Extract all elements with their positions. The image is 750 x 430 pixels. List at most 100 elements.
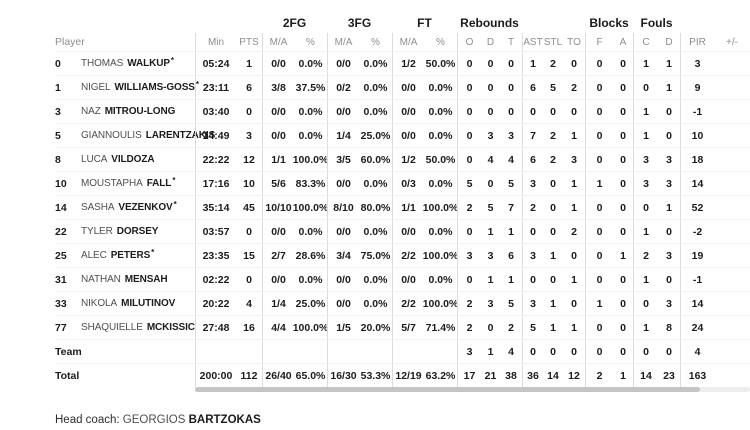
player-first-name: SASHA xyxy=(81,202,115,213)
stat-blk-f: 0 xyxy=(585,124,613,147)
player-row[interactable]: 33 NIKOLA MILUTINOV 20:22 4 1/4 25.0% 0/0 0.0% 2/… xyxy=(55,291,750,315)
hscrollbar-thumb[interactable] xyxy=(195,387,700,392)
stat-stl: 0 xyxy=(550,345,556,358)
stat-plus-minus xyxy=(714,52,750,75)
stat-pir: -1 xyxy=(680,268,714,291)
player-row[interactable]: 14 SASHA VEZENKOV * 35:14 45 10/10 100.0% 8/10 80… xyxy=(55,195,750,219)
stat-foul-d: 0 xyxy=(666,273,672,286)
stat-ft-ma: 2/2 xyxy=(392,292,424,315)
stat-foul-c: 0 xyxy=(633,76,658,99)
team-row: Team 3 1 4 0 0 0 0 0 0 0 4 xyxy=(55,339,750,363)
player-row[interactable]: 1 NIGEL WILLIAMS-GOSS * 23:11 6 3/8 37.5% 0/2 0.0… xyxy=(55,75,750,99)
stat-reb-d: 1 xyxy=(487,225,494,238)
stat-pts: 6 xyxy=(246,81,252,94)
stat-reb-o: 0 xyxy=(457,124,481,147)
stat-pir: 10 xyxy=(680,124,714,147)
stat-to: 1 xyxy=(571,321,577,334)
stat-reb-o: 0 xyxy=(457,52,481,75)
stat-reb-o: 0 xyxy=(457,100,481,123)
stat-3fg-pct: 20.0% xyxy=(360,321,391,334)
table-body: 0 THOMAS WALKUP * 05:24 1 0/0 0.0% 0/0 0.0% 1/2 50.… xyxy=(55,51,750,387)
stat-ft-pct: 0.0% xyxy=(428,105,453,118)
player-row[interactable]: 3 NAZ MITROU-LONG 03:40 0 0/0 0.0% 0/0 0.0% 0/0 0.… xyxy=(55,99,750,123)
stat-pts: 15 xyxy=(243,249,255,262)
hscrollbar-track[interactable] xyxy=(195,387,750,392)
stat-min: 17:16 xyxy=(195,172,236,195)
jersey-number: 33 xyxy=(55,297,67,310)
stat-foul-c: 1 xyxy=(633,220,658,243)
jersey-number: 10 xyxy=(55,177,67,190)
stat-ft-pct: 50.0% xyxy=(425,57,456,70)
player-row[interactable]: 31 NATHAN MENSAH 02:22 0 0/0 0.0% 0/0 0.0% 0/0 0.0… xyxy=(55,267,750,291)
stat-3fg-pct: 80.0% xyxy=(360,201,391,214)
stat-stl: 1 xyxy=(550,297,556,310)
stat-reb-t: 0 xyxy=(508,57,514,70)
stat-reb-d: 0 xyxy=(487,57,494,70)
stat-foul-d: 0 xyxy=(666,225,672,238)
group-header-3fg: 3FG xyxy=(347,16,372,30)
player-row[interactable]: 5 GIANNOULIS LARENTZAKIS 14:49 3 0/0 0.0% 1/4 25… xyxy=(55,123,750,147)
stat-blk-f: 0 xyxy=(585,244,613,267)
stat-ft-ma: 0/0 xyxy=(392,268,424,291)
stat-reb-d: 0 xyxy=(487,177,494,190)
stat-foul-c: 1 xyxy=(633,316,658,339)
stat-min: 35:14 xyxy=(195,196,236,219)
player-last-name: WILLIAMS-GOSS xyxy=(114,82,195,93)
player-row[interactable]: 8 LUCA VILDOZA 22:22 12 1/1 100.0% 3/5 60.0% 1/2 5… xyxy=(55,147,750,171)
player-last-name: MCKISSIC xyxy=(146,322,195,333)
stat-ft-ma: 1/2 xyxy=(392,148,424,171)
player-name-cell: 3 NAZ MITROU-LONG xyxy=(55,100,195,123)
col-header-ft-ma: M/A xyxy=(392,33,424,51)
stat-ft-pct xyxy=(424,340,457,363)
player-last-name: LARENTZAKIS xyxy=(145,130,216,141)
stat-stl: 1 xyxy=(550,321,556,334)
jersey-number: 1 xyxy=(55,81,61,94)
stat-stl: 0 xyxy=(550,177,556,190)
stat-3fg-ma: 0/0 xyxy=(327,172,359,195)
stat-3fg-pct: 0.0% xyxy=(363,81,388,94)
player-first-name: TYLER xyxy=(81,226,113,237)
player-row[interactable]: 10 MOUSTAPHA FALL * 17:16 10 5/6 83.3% 0/0 0.0% 0/… xyxy=(55,171,750,195)
jersey-number: 77 xyxy=(55,321,67,334)
stat-to: 1 xyxy=(571,177,577,190)
stat-2fg-ma: 3/8 xyxy=(262,76,294,99)
stat-3fg-pct: 0.0% xyxy=(363,105,388,118)
stat-blk-a: 0 xyxy=(620,81,626,94)
stat-blk-f: 0 xyxy=(585,148,613,171)
player-row[interactable]: 25 ALEC PETERS * 23:35 15 2/7 28.6% 3/4 75.0% 2/2 1… xyxy=(55,243,750,267)
stat-ast: 3 xyxy=(522,244,543,267)
stat-blk-f: 2 xyxy=(585,364,613,387)
starter-mark: * xyxy=(195,80,200,89)
stat-plus-minus xyxy=(714,196,750,219)
player-first-name: GIANNOULIS xyxy=(81,130,142,141)
player-row[interactable]: 22 TYLER DORSEY 03:57 0 0/0 0.0% 0/0 0.0% 0/0 0.0%… xyxy=(55,219,750,243)
player-row[interactable]: 0 THOMAS WALKUP * 05:24 1 0/0 0.0% 0/0 0.0% 1/2 50.… xyxy=(55,51,750,75)
stat-reb-d: 0 xyxy=(487,321,494,334)
stat-reb-t: 3 xyxy=(508,129,514,142)
stat-pir: 9 xyxy=(680,76,714,99)
stat-stl: 0 xyxy=(550,201,556,214)
starter-mark: * xyxy=(173,200,177,209)
stat-3fg-pct xyxy=(359,340,392,363)
player-name-cell: 31 NATHAN MENSAH xyxy=(55,268,195,291)
stat-min xyxy=(195,340,236,363)
stat-2fg-pct: 37.5% xyxy=(295,81,326,94)
stat-ast: 2 xyxy=(522,196,543,219)
player-last-name: DORSEY xyxy=(116,226,159,237)
jersey-number: 0 xyxy=(55,57,61,70)
stat-plus-minus xyxy=(714,340,750,363)
player-first-name: NIKOLA xyxy=(81,298,118,309)
stat-min: 23:11 xyxy=(195,76,236,99)
stat-reb-d: 0 xyxy=(487,105,494,118)
stat-2fg-pct: 100.0% xyxy=(292,153,329,166)
player-row[interactable]: 77 SHAQUIELLE MCKISSIC 27:48 16 4/4 100.0% 1/5 2… xyxy=(55,315,750,339)
stat-reb-t: 0 xyxy=(508,105,514,118)
stat-3fg-pct: 0.0% xyxy=(363,297,388,310)
col-header-2fg-pct: % xyxy=(306,36,315,48)
jersey-number: 14 xyxy=(55,201,67,214)
stat-ft-pct: 71.4% xyxy=(425,321,456,334)
stat-blk-a: 0 xyxy=(620,297,626,310)
stat-2fg-ma: 1/1 xyxy=(262,148,294,171)
col-header-stl: STL xyxy=(543,36,563,48)
stat-3fg-pct: 0.0% xyxy=(363,177,388,190)
